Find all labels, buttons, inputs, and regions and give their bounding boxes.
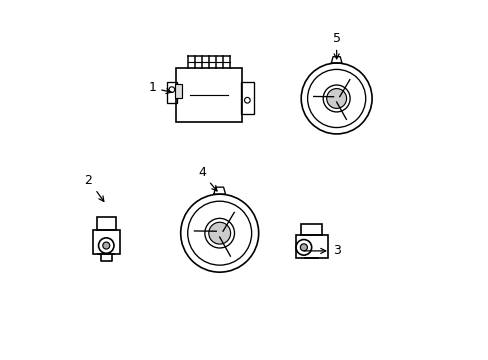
Bar (175, 84, 182, 98)
Text: 1: 1 (148, 81, 171, 94)
Bar (92, 230, 120, 254)
Bar (295, 235, 327, 258)
Text: 4: 4 (198, 166, 217, 191)
Circle shape (102, 242, 109, 249)
Bar (166, 82, 177, 103)
Bar (301, 224, 322, 235)
Bar (97, 217, 116, 230)
Circle shape (300, 244, 307, 251)
Circle shape (208, 222, 230, 244)
Text: 3: 3 (304, 244, 340, 257)
Circle shape (326, 89, 346, 108)
Bar (241, 82, 253, 113)
Text: 5: 5 (332, 32, 340, 59)
Text: 2: 2 (84, 174, 103, 201)
